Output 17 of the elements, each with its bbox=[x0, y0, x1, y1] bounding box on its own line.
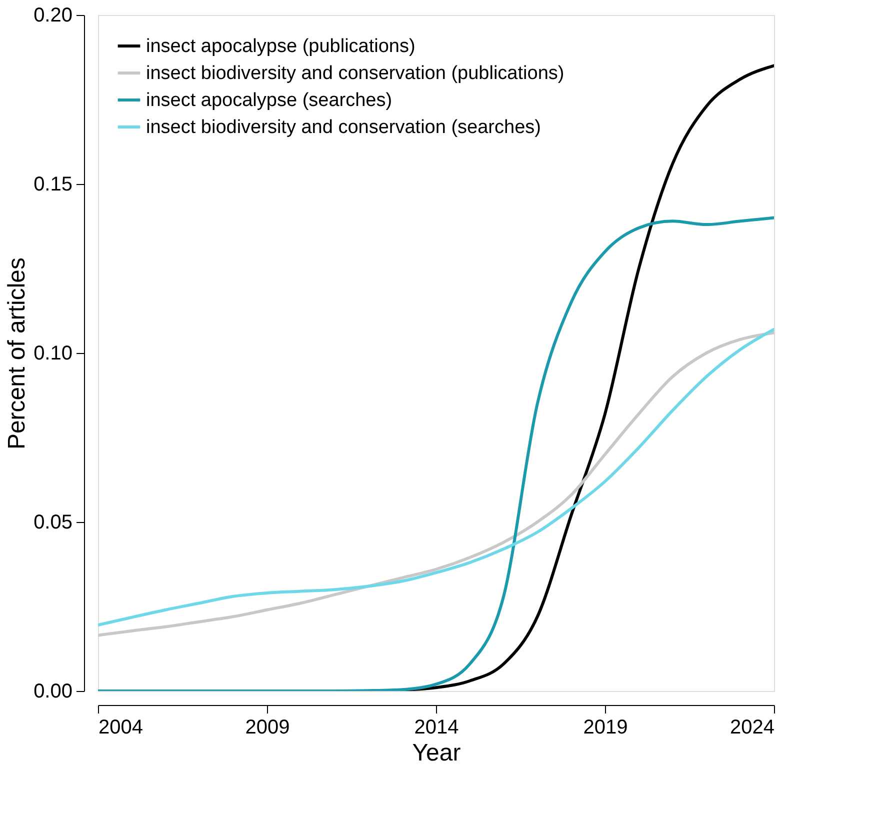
y-tick-label: 0.20 bbox=[34, 4, 72, 26]
x-tick-label: 2009 bbox=[245, 716, 290, 738]
x-tick-label: 2019 bbox=[583, 716, 628, 738]
x-tick-label: 2014 bbox=[414, 716, 459, 738]
x-axis-title: Year bbox=[412, 740, 461, 766]
y-tick-label: 0.10 bbox=[34, 342, 72, 364]
x-tick-label: 2024 bbox=[730, 716, 774, 738]
y-tick-label: 0.00 bbox=[34, 680, 72, 702]
legend-label: insect biodiversity and conservation (publications) bbox=[146, 63, 564, 84]
line-series bbox=[98, 216, 774, 691]
y-axis-title: Percent of articles bbox=[4, 257, 31, 450]
legend-label: insect apocalypse (searches) bbox=[146, 90, 392, 111]
x-tick-label: 2004 bbox=[98, 716, 143, 738]
y-tick-label: 0.15 bbox=[34, 174, 72, 196]
legend-label: insect apocalypse (publications) bbox=[146, 36, 416, 57]
legend-label: insect biodiversity and conservation (searches) bbox=[146, 117, 541, 138]
y-tick-label: 0.05 bbox=[34, 512, 72, 534]
